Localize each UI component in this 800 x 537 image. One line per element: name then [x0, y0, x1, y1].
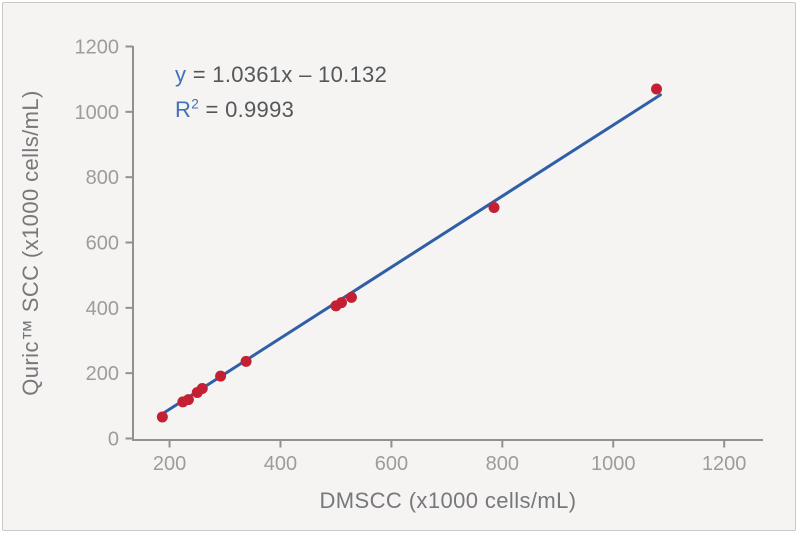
- trendline-annotation: y = 1.0361x – 10.132 R2 = 0.9993: [175, 57, 387, 127]
- data-point: [651, 83, 663, 95]
- data-point: [345, 291, 357, 303]
- y-tick-label: 400: [86, 298, 119, 320]
- y-tick-label: 1000: [75, 102, 120, 124]
- data-point: [196, 383, 208, 395]
- chart-frame: [2, 2, 796, 531]
- x-tick-label: 400: [264, 453, 297, 475]
- x-tick-label: 800: [486, 453, 519, 475]
- data-point: [240, 355, 252, 367]
- y-tick-label: 200: [86, 363, 119, 385]
- data-point: [335, 297, 347, 309]
- r-squared-lhs: R2: [175, 96, 200, 122]
- x-tick-label: 200: [153, 453, 186, 475]
- y-axis-title: Quric™ SCC (x1000 cells/mL): [18, 90, 43, 396]
- equation-text: y = 1.0361x – 10.132: [175, 57, 387, 92]
- r-squared-text: R2 = 0.9993: [175, 92, 387, 127]
- data-point: [156, 411, 168, 423]
- y-tick-label: 600: [86, 233, 119, 255]
- y-tick-label: 800: [86, 167, 119, 189]
- equation-lhs: y: [175, 62, 187, 87]
- data-point: [215, 370, 227, 382]
- trend-line: [158, 93, 662, 418]
- x-tick-label: 600: [375, 453, 408, 475]
- x-tick-label: 1000: [591, 453, 636, 475]
- y-tick-label: 0: [108, 429, 119, 451]
- data-point: [182, 394, 194, 406]
- equation-rhs: = 1.0361x – 10.132: [186, 62, 388, 87]
- x-axis-title: DMSCC (x1000 cells/mL): [319, 488, 577, 513]
- y-tick-label: 1200: [75, 37, 120, 59]
- r-squared-rhs: = 0.9993: [199, 97, 295, 122]
- x-tick-label: 1200: [702, 453, 747, 475]
- data-point: [488, 202, 500, 214]
